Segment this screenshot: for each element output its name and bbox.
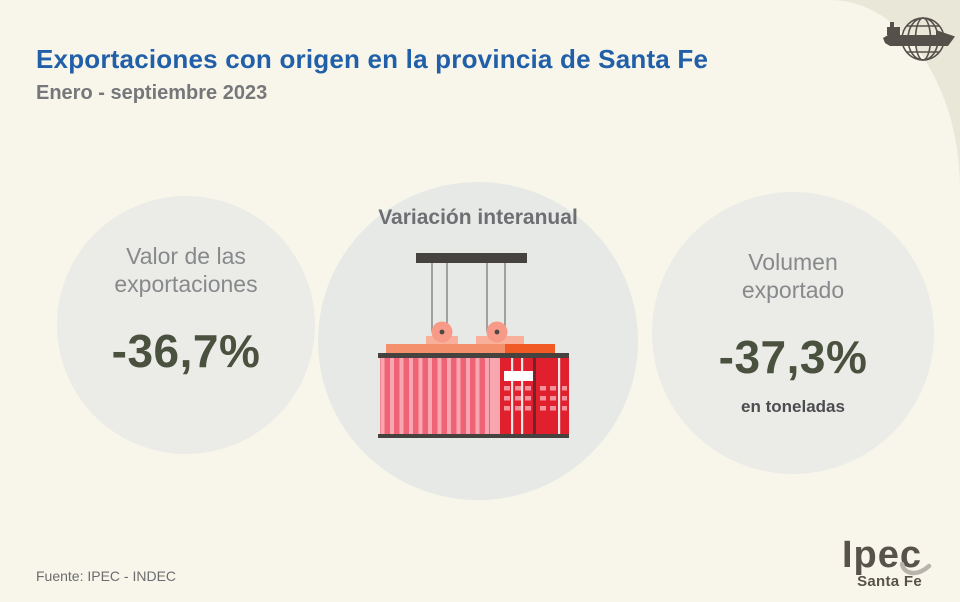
export-volume-unit: en toneladas <box>741 397 845 416</box>
crane-pulleys <box>431 321 508 343</box>
export-volume-stat: Volumen exportado -37,3% en toneladas <box>652 192 934 417</box>
interannual-variation-label: Variación interanual <box>378 206 578 229</box>
page-title: Exportaciones con origen en la provincia… <box>36 44 709 74</box>
beam-left <box>386 344 505 353</box>
container-crane-illustration <box>378 253 569 438</box>
export-value-stat: Valor de las exportaciones -36,7% <box>57 196 315 374</box>
ipec-logo-subtext: Santa Fe <box>857 573 922 590</box>
export-volume-label: Volumen exportado <box>741 249 845 303</box>
ipec-logo-text: Ipec <box>842 536 932 576</box>
export-value-label: Valor de las exportaciones <box>114 243 258 297</box>
globe-ship-icon <box>883 17 955 61</box>
right-stat-circle <box>652 192 934 474</box>
period-subtitle: Enero - septiembre 2023 <box>36 82 268 104</box>
logo-swoosh-icon <box>900 561 932 576</box>
source-note: Fuente: IPEC - INDEC <box>36 568 177 584</box>
crane-spreader-bar <box>416 253 527 263</box>
export-volume-number: -37,3% <box>718 331 868 383</box>
shipping-container <box>378 353 569 438</box>
export-value-number: -36,7% <box>111 325 261 377</box>
beam-right <box>505 344 555 353</box>
cargo-ship-silhouette <box>883 22 955 46</box>
ipec-logo: Ipec Santa Fe <box>842 536 932 590</box>
left-stat-circle <box>57 196 315 454</box>
crane-cables <box>431 263 506 332</box>
